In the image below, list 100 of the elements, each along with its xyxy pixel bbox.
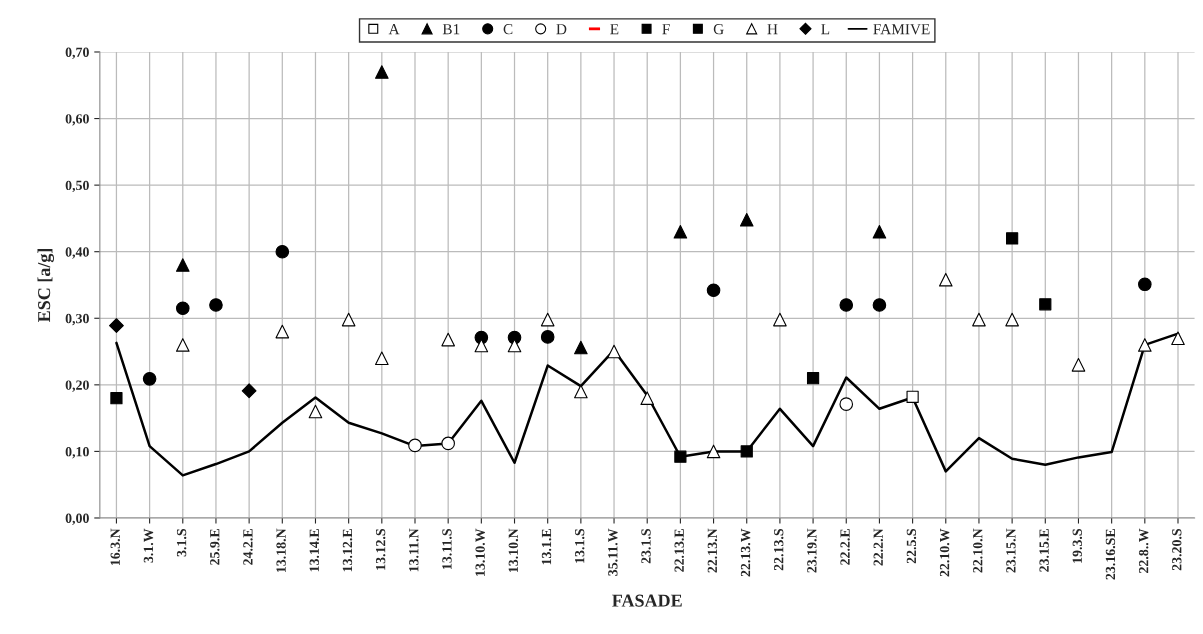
point — [574, 384, 588, 399]
point — [109, 318, 124, 334]
point — [408, 438, 422, 453]
x-tick-label: 22.2.E — [840, 529, 850, 565]
point — [540, 330, 555, 344]
x-tick-label: 13.10.N — [508, 528, 519, 573]
x-tick-label: 22.10.W — [939, 528, 950, 577]
x-tick-label: 3.1.W — [143, 528, 154, 563]
point — [441, 332, 455, 347]
y-tick-label: 0,60 — [65, 114, 89, 126]
x-tick-label: 13.12.S — [375, 528, 386, 570]
point — [441, 436, 455, 451]
point — [938, 272, 953, 287]
point — [673, 224, 688, 239]
point — [706, 444, 721, 459]
point — [1138, 277, 1152, 292]
legend-label: F — [662, 24, 670, 35]
x-tick-label: 13.1.S — [575, 528, 585, 563]
point — [175, 338, 190, 352]
point — [175, 301, 190, 316]
point — [906, 390, 919, 403]
y-tick-label: 0,40 — [65, 247, 89, 259]
point — [872, 298, 887, 312]
point — [773, 312, 787, 327]
x-tick-label: 23.20.S — [1172, 528, 1182, 571]
legend-label: H — [767, 24, 778, 35]
x-tick-label: 13.1.E — [541, 529, 552, 565]
point — [1005, 312, 1019, 327]
x-tick-label: 23.19.N — [807, 528, 817, 573]
point — [241, 383, 257, 399]
x-tick-label: 22.13.E — [674, 529, 684, 572]
point — [806, 372, 820, 385]
y-tick-label: 0,70 — [65, 47, 89, 59]
x-axis-title: FASADE — [612, 594, 682, 607]
x-tick-label: 23.1.S — [641, 528, 651, 564]
legend-label: L — [821, 24, 830, 35]
x-tick-label: 23.16.SE — [1105, 529, 1116, 580]
x-tick-label: 13.10.W — [475, 528, 485, 576]
point — [739, 212, 754, 227]
x-tick-label: 23.15.E — [1039, 529, 1049, 572]
legend-label: B1 — [442, 24, 460, 35]
x-tick-label: 13.18.N — [276, 528, 286, 573]
x-tick-label: 23.15.N — [1006, 528, 1016, 573]
y-tick-label: 0,00 — [65, 513, 89, 525]
x-tick-label: 22.13.W — [740, 528, 751, 577]
legend-label: G — [713, 24, 724, 35]
x-tick-label: 22.5.S — [906, 528, 917, 564]
point — [209, 298, 223, 312]
x-tick-label: 13.11.S — [442, 528, 452, 569]
point — [540, 312, 555, 327]
point — [972, 312, 986, 327]
point — [142, 372, 157, 386]
x-tick-label: 24.2.E — [243, 529, 253, 565]
legend-label: A — [388, 24, 400, 35]
point — [341, 312, 356, 327]
point — [275, 324, 290, 339]
point — [507, 338, 522, 353]
point — [110, 392, 123, 405]
y-tick-label: 0,20 — [65, 380, 89, 392]
point — [308, 404, 323, 419]
x-tick-label: 16.3.N — [110, 528, 120, 566]
legend-label: D — [556, 24, 567, 35]
legend-label: E — [610, 24, 619, 35]
x-tick-label: 22.8..W — [1138, 528, 1149, 573]
y-tick-label: 0,30 — [65, 313, 89, 326]
point — [275, 244, 290, 259]
point — [706, 283, 721, 298]
point — [872, 224, 887, 239]
point — [839, 298, 854, 312]
point — [839, 397, 854, 411]
point — [607, 344, 621, 359]
point — [740, 445, 753, 458]
x-tick-label: 22.2.N — [873, 528, 883, 566]
point — [474, 338, 489, 353]
point — [1171, 331, 1185, 346]
x-tick-label: 25.9.E — [210, 529, 220, 565]
point — [1138, 338, 1152, 352]
x-tick-label: 13.12.E — [342, 529, 353, 572]
x-tick-label: 3.1.S — [176, 528, 187, 557]
x-tick-label: 22.10.N — [973, 528, 983, 573]
point — [375, 65, 389, 79]
point — [1006, 232, 1019, 245]
x-tick-label: 13.14.E — [309, 529, 320, 572]
x-tick-label: 22.13.S — [774, 528, 784, 571]
y-tick-label: 0,50 — [65, 180, 89, 193]
point — [175, 258, 190, 272]
legend-label: FAMIVE — [873, 24, 930, 35]
x-tick-label: 22.13.N — [707, 528, 718, 573]
point — [674, 450, 687, 463]
x-tick-label: 35.11.W — [608, 528, 618, 576]
point — [1039, 298, 1052, 311]
legend-label: C — [503, 24, 513, 35]
point — [1071, 358, 1086, 372]
y-axis-title: ESC [a/g] — [37, 248, 55, 323]
y-tick-label: 0,10 — [65, 446, 89, 459]
x-tick-label: 19.3.S — [1072, 528, 1083, 563]
x-tick-label: 13.11.N — [409, 528, 419, 572]
point — [375, 351, 389, 366]
point — [640, 391, 655, 405]
point — [574, 340, 588, 355]
